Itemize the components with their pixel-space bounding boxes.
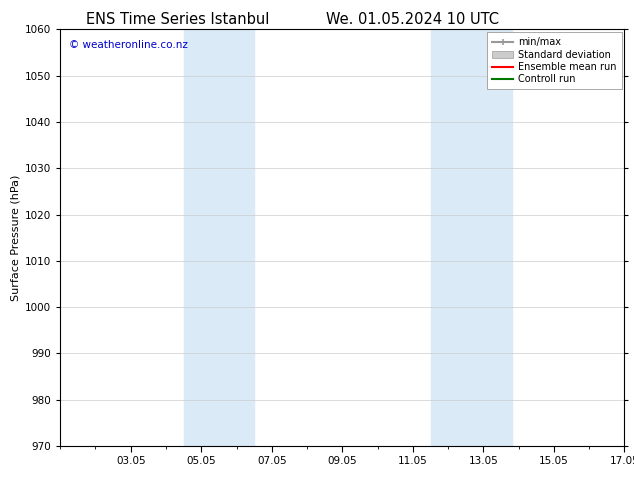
Text: We. 01.05.2024 10 UTC: We. 01.05.2024 10 UTC: [326, 12, 498, 27]
Text: ENS Time Series Istanbul: ENS Time Series Istanbul: [86, 12, 269, 27]
Bar: [184, 29, 254, 446]
Bar: [430, 29, 512, 446]
Text: © weatheronline.co.nz: © weatheronline.co.nz: [68, 40, 188, 50]
Legend: min/max, Standard deviation, Ensemble mean run, Controll run: min/max, Standard deviation, Ensemble me…: [487, 32, 621, 89]
Y-axis label: Surface Pressure (hPa): Surface Pressure (hPa): [11, 174, 21, 301]
